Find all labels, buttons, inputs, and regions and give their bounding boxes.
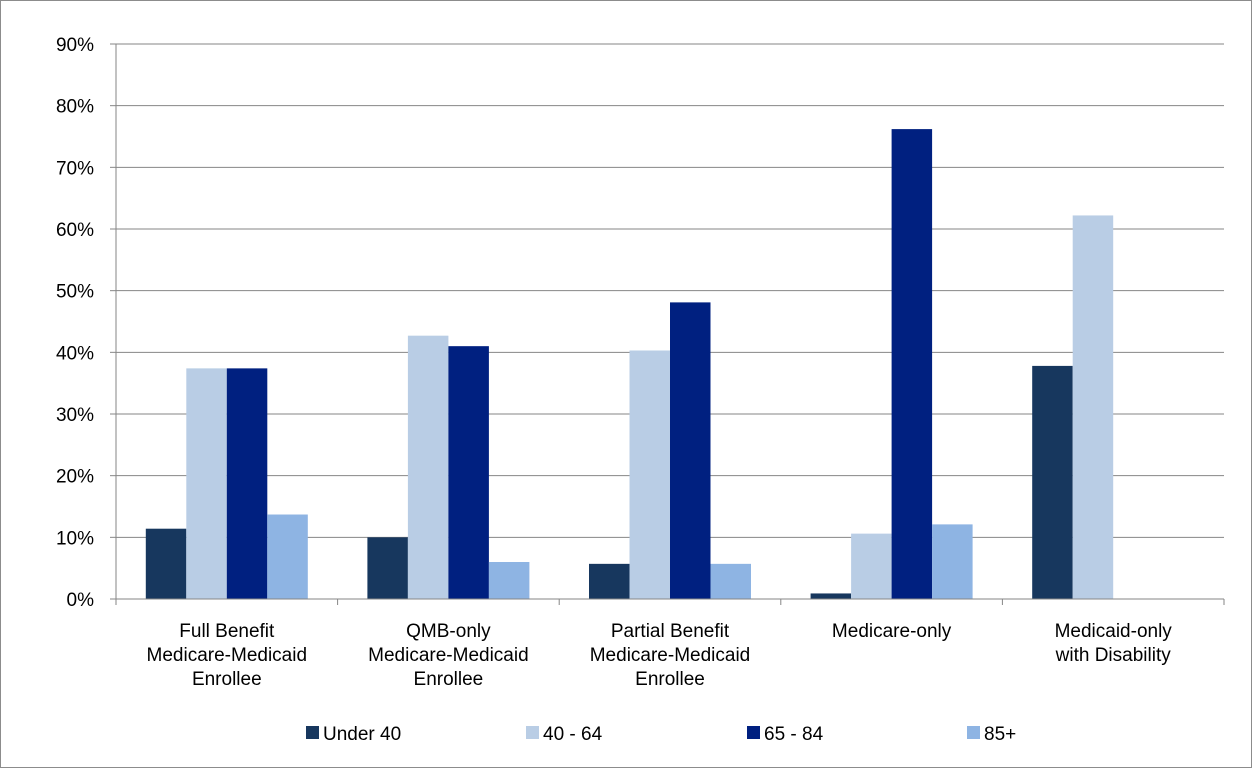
y-tick-label: 40%	[56, 343, 94, 364]
y-tick-label: 30%	[56, 405, 94, 426]
x-category-label-line: Full Benefit	[179, 621, 275, 642]
x-category-label: Partial Benefit Medicare-Medicaid Enrollee	[590, 621, 751, 690]
legend-label: 85+	[984, 724, 1016, 745]
bar	[851, 533, 892, 599]
legend-label: Under 40	[323, 724, 401, 745]
x-category-label-line: Medicare-only	[832, 621, 952, 642]
x-category-label-line: Medicaid-only	[1055, 621, 1173, 642]
y-tick-label: 60%	[56, 220, 94, 241]
legend-swatch	[967, 726, 980, 739]
y-tick-label: 20%	[56, 467, 94, 488]
x-category-label-line: Enrollee	[192, 669, 262, 690]
y-tick-label: 90%	[56, 35, 94, 56]
axes	[110, 43, 1225, 605]
y-tick-label: 80%	[56, 97, 94, 118]
x-category-label: Full Benefit Medicare-Medicaid Enrollee	[147, 621, 308, 690]
x-category-label: QMB-only Medicare-Medicaid Enrollee	[368, 621, 529, 690]
x-category-label-line: Enrollee	[635, 669, 705, 690]
bar	[226, 368, 268, 599]
bar	[407, 335, 449, 599]
bar	[448, 346, 489, 599]
x-category-label-line: Enrollee	[414, 669, 484, 690]
x-category-label-line: Medicare-Medicaid	[368, 645, 529, 666]
bar	[670, 302, 711, 599]
y-tick-label: 70%	[56, 158, 94, 179]
bar	[145, 528, 187, 599]
y-tick-label: 50%	[56, 282, 94, 303]
legend-label: 65 - 84	[764, 724, 824, 745]
bar	[186, 368, 227, 599]
legend: Under 40 40 - 64 65 - 84 85+	[306, 724, 1016, 745]
bar	[1032, 365, 1073, 599]
x-category-label-line: Medicare-Medicaid	[147, 645, 308, 666]
bars	[145, 129, 1114, 599]
x-category-label-line: Medicare-Medicaid	[590, 645, 751, 666]
y-tick-label: 0%	[67, 590, 95, 611]
x-category-label-line: with Disability	[1055, 645, 1172, 666]
x-category-label: Medicare-only	[832, 621, 952, 642]
bar	[629, 350, 670, 599]
bar	[589, 563, 630, 599]
x-category-label-line: QMB-only	[406, 621, 491, 642]
bar	[891, 129, 933, 599]
legend-swatch	[526, 726, 539, 739]
bar	[932, 524, 973, 599]
y-tick-label: 10%	[56, 528, 94, 549]
bar	[267, 514, 308, 599]
legend-label: 40 - 64	[543, 724, 603, 745]
bar	[488, 562, 530, 599]
x-category-label-line: Partial Benefit	[611, 621, 730, 642]
legend-swatch	[306, 726, 319, 739]
x-category-label: Medicaid-only with Disability	[1055, 621, 1173, 666]
bar	[710, 563, 751, 599]
bar	[367, 537, 408, 599]
y-axis-tick-labels: 0% 10% 20% 30% 40% 50% 60% 70% 80% 90%	[56, 35, 94, 611]
bar	[1072, 215, 1114, 599]
bar	[810, 593, 852, 599]
x-axis-category-labels: Full Benefit Medicare-Medicaid EnrolleeQMB…	[147, 621, 1173, 690]
legend-swatch	[747, 726, 760, 739]
